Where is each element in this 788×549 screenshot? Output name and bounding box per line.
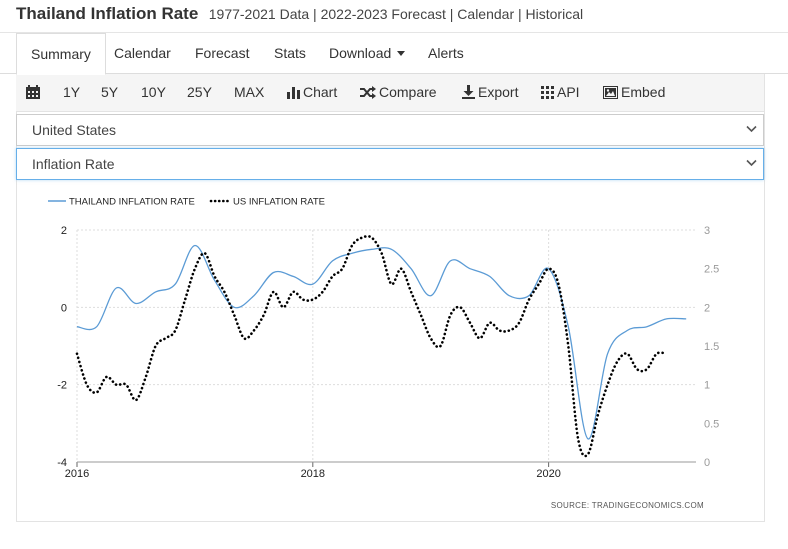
thailand-inflation-series-line: [76, 244, 687, 440]
caret-down-icon: [397, 51, 406, 56]
tab-stats[interactable]: Stats: [260, 33, 320, 75]
chart-button[interactable]: Chart: [287, 74, 337, 112]
tab-alerts-label: Alerts: [428, 45, 464, 61]
tab-strip-rule: [0, 73, 788, 74]
indicator-select[interactable]: Inflation Rate: [16, 148, 764, 180]
tab-calendar-label: Calendar: [114, 45, 171, 61]
bar-chart-icon: [287, 87, 300, 99]
tab-download-label: Download: [329, 45, 392, 61]
tab-summary[interactable]: Summary: [16, 33, 106, 75]
calendar-icon[interactable]: [26, 74, 43, 112]
page-title: Thailand Inflation Rate: [16, 4, 199, 23]
right-axis-tick-label: 2: [704, 302, 710, 314]
range-5y[interactable]: 5Y: [101, 84, 119, 100]
chart-toolbar: 1Y 5Y 10Y 25Y MAX Chart Compare Export A…: [16, 74, 764, 112]
range-1y[interactable]: 1Y: [63, 84, 81, 100]
range-25y[interactable]: 25Y: [187, 84, 212, 100]
us-inflation-series-line: [75, 234, 668, 458]
range-10y[interactable]: 10Y: [141, 84, 166, 100]
chart-button-label: Chart: [303, 84, 338, 100]
right-axis-tick-label: 1: [704, 380, 710, 392]
inflation-chart: 2 0 -2 -4 3 2.5 2 1.5 1 0.5 0 2016 2018 2020 THAILAND …: [48, 197, 719, 510]
export-button[interactable]: Export: [462, 74, 518, 112]
chevron-down-icon: [746, 125, 757, 133]
tab-alerts[interactable]: Alerts: [414, 33, 478, 75]
country-select[interactable]: United States: [16, 114, 764, 146]
left-axis-tick-label: -4: [57, 457, 67, 469]
page-header: Thailand Inflation Rate 1977-2021 Data |…: [16, 4, 583, 26]
shuffle-icon: [360, 86, 376, 99]
x-axis-tick-label: 2016: [65, 468, 89, 480]
embed-button[interactable]: Embed: [603, 74, 665, 112]
embed-button-label: Embed: [621, 84, 666, 100]
left-axis-tick-label: 2: [61, 225, 67, 237]
compare-button-label: Compare: [379, 84, 437, 100]
grid-icon: [541, 86, 554, 99]
api-button-label: API: [557, 84, 580, 100]
api-button[interactable]: API: [541, 74, 580, 112]
export-button-label: Export: [478, 84, 519, 100]
legend-label-thailand: THAILAND INFLATION RATE: [69, 197, 195, 208]
tab-download[interactable]: Download: [315, 33, 419, 75]
tab-summary-label: Summary: [31, 46, 91, 62]
page-subtitle: 1977-2021 Data | 2022-2023 Forecast | Ca…: [208, 6, 584, 22]
image-icon: [603, 86, 618, 99]
right-axis-tick-label: 3: [704, 225, 710, 237]
range-max[interactable]: MAX: [234, 84, 265, 100]
content-panel: [16, 74, 765, 522]
tab-forecast-label: Forecast: [195, 45, 250, 61]
right-axis-tick-label: 0: [704, 457, 710, 469]
left-axis-tick-label: -2: [57, 380, 67, 392]
tab-forecast[interactable]: Forecast: [181, 33, 263, 75]
right-axis-tick-label: 0.5: [704, 418, 719, 430]
x-axis-tick-label: 2020: [536, 468, 560, 480]
country-select-value: United States: [32, 122, 117, 138]
download-icon: [462, 85, 475, 99]
chevron-down-icon: [746, 159, 757, 167]
left-axis-tick-label: 0: [61, 302, 67, 314]
tab-calendar[interactable]: Calendar: [100, 33, 185, 75]
chart-source-label: SOURCE: TRADINGECONOMICS.COM: [551, 501, 704, 510]
indicator-select-value: Inflation Rate: [32, 156, 115, 172]
tab-strip: Summary Calendar Forecast Stats Download…: [0, 32, 788, 75]
right-axis-tick-label: 2.5: [704, 264, 719, 276]
compare-button[interactable]: Compare: [360, 74, 437, 112]
tab-stats-label: Stats: [274, 45, 306, 61]
legend-label-us: US INFLATION RATE: [233, 197, 325, 208]
x-axis-tick-label: 2018: [301, 468, 325, 480]
right-axis-tick-label: 1.5: [704, 341, 719, 353]
